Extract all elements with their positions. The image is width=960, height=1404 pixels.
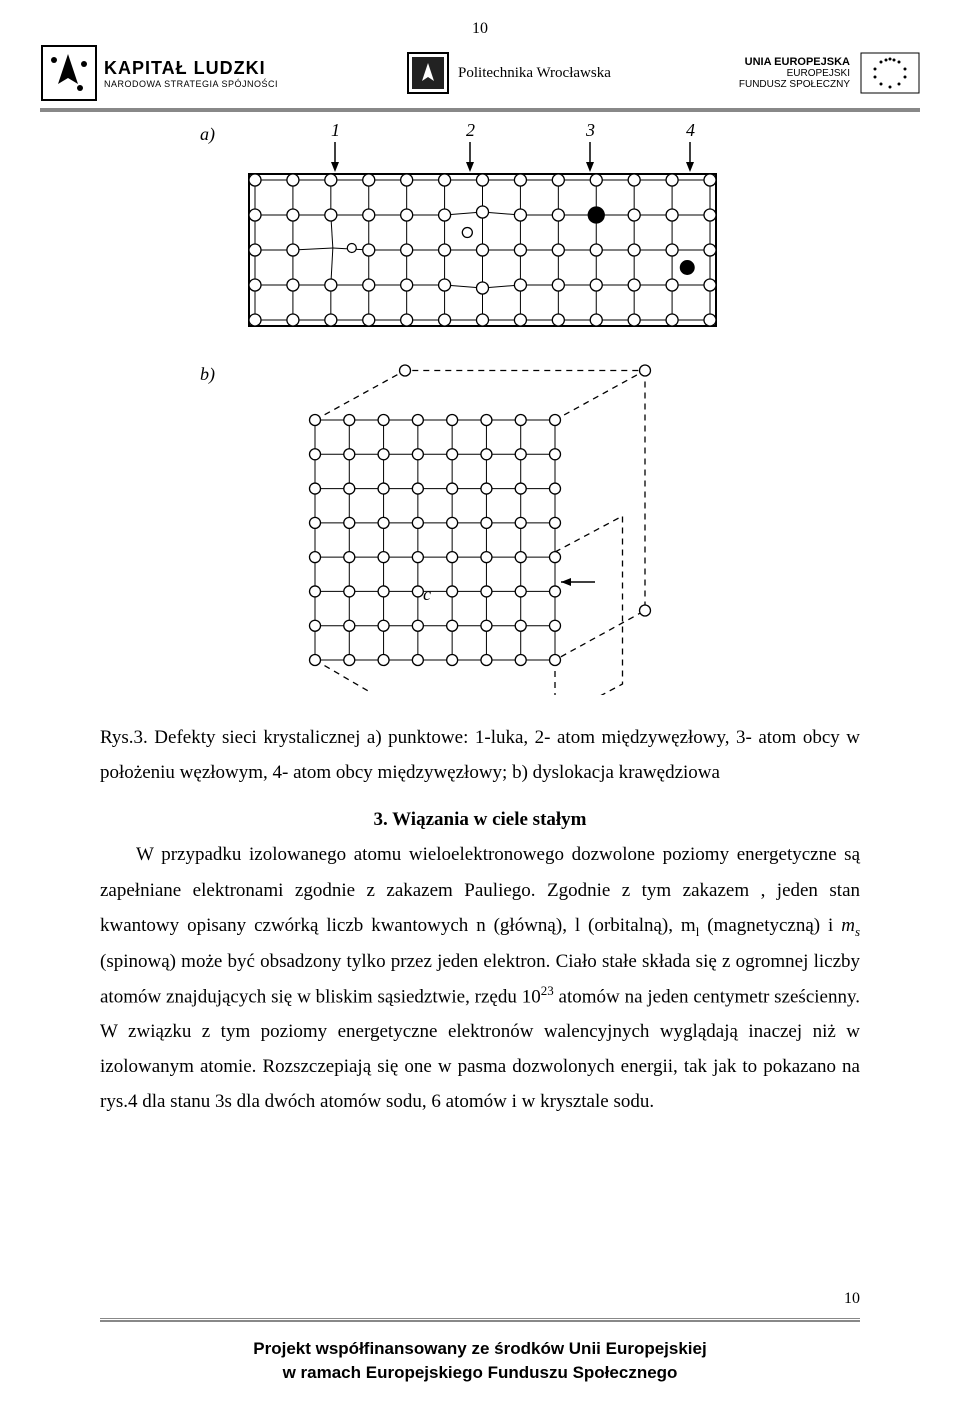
- footer-text: Projekt współfinansowany ze środków Unii…: [0, 1337, 960, 1386]
- figure-label-a: a): [200, 124, 215, 145]
- section-heading: 3. Wiązania w ciele stałym: [100, 802, 860, 837]
- footer-line1: Projekt współfinansowany ze środków Unii…: [0, 1337, 960, 1362]
- svg-text:c: c: [423, 584, 431, 604]
- figure-caption: Rys.3. Defekty sieci krystalicznej a) pu…: [100, 720, 860, 790]
- footer-line2: w ramach Europejskiego Funduszu Społeczn…: [0, 1361, 960, 1386]
- header-right: UNIA EUROPEJSKA EUROPEJSKI FUNDUSZ SPOŁE…: [739, 52, 920, 94]
- politechnika-label: Politechnika Wrocławska: [458, 65, 611, 82]
- header-left: KAPITAŁ LUDZKI NARODOWA STRATEGIA SPÓJNO…: [40, 44, 278, 102]
- eu-line2: EUROPEJSKI: [739, 68, 850, 79]
- eu-line3: FUNDUSZ SPOŁECZNY: [739, 79, 850, 90]
- body-text: Rys.3. Defekty sieci krystalicznej a) pu…: [100, 720, 860, 1120]
- page-number-top: 10: [472, 20, 488, 38]
- eu-flag-icon: [860, 52, 920, 94]
- kapital-ludzki-icon: [40, 44, 98, 102]
- figure-label-b: b): [200, 364, 215, 385]
- main-paragraph: W przypadku izolowanego atomu wieloelekt…: [100, 837, 860, 1119]
- svg-text:1: 1: [331, 120, 340, 140]
- politechnika-icon: [406, 51, 450, 95]
- svg-text:3: 3: [585, 120, 595, 140]
- header-bar: KAPITAŁ LUDZKI NARODOWA STRATEGIA SPÓJNO…: [40, 38, 920, 112]
- kl-subtitle: NARODOWA STRATEGIA SPÓJNOŚCI: [104, 79, 278, 89]
- eu-line1: UNIA EUROPEJSKA: [739, 56, 850, 68]
- svg-text:4: 4: [686, 120, 695, 140]
- footer-rule: [100, 1318, 860, 1322]
- header-center: Politechnika Wrocławska: [406, 51, 611, 95]
- svg-text:2: 2: [466, 120, 475, 140]
- page-number-bottom: 10: [844, 1290, 860, 1308]
- kl-title: KAPITAŁ LUDZKI: [104, 58, 278, 79]
- figure-3: a) 1 2 3 4 b) c: [200, 120, 760, 695]
